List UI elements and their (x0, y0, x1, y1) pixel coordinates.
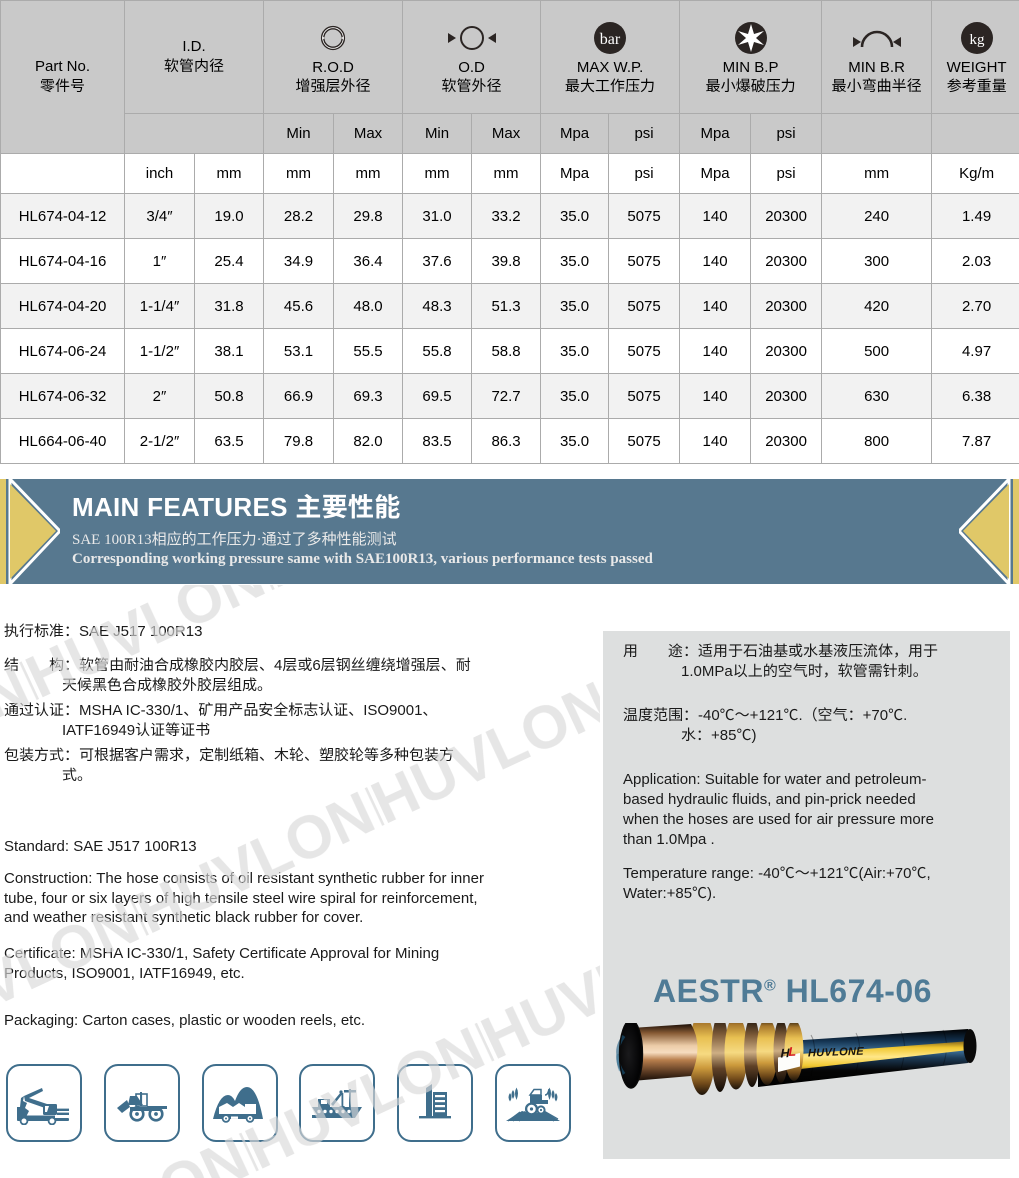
svg-text:L: L (789, 1045, 797, 1059)
svg-text:HUVLONE: HUVLONE (808, 1046, 864, 1060)
svg-text:bar: bar (600, 31, 621, 48)
svg-text:kg: kg (969, 32, 985, 48)
